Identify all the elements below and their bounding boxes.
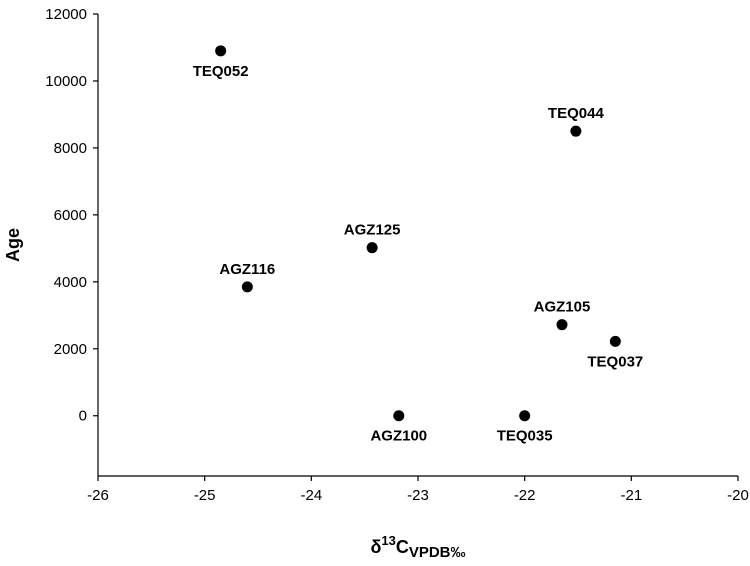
y-tick-label: 4000 [54,274,87,291]
data-point [519,410,531,422]
y-ticks: 0 2000 4000 6000 8000 10000 12000 [45,6,98,425]
data-point-label: AGZ100 [370,428,427,445]
x-tick-label: -25 [194,487,216,504]
data-point-label: TEQ044 [548,105,605,122]
x-axis-title-sup: 13 [381,533,395,548]
x-axis-title-prefix: δ [370,537,381,557]
data-point [570,125,582,137]
data-point-label: TEQ035 [497,428,553,445]
x-tick-label: -21 [620,487,642,504]
data-point [366,242,378,254]
x-ticks: -26 -25 -24 -23 -22 -21 -20 [87,476,749,504]
data-point [556,319,568,331]
data-point [609,335,621,347]
data-point-label: AGZ125 [344,222,401,239]
x-axis-title: δ13CVPDB‰ [370,533,465,561]
x-tick-label: -24 [300,487,322,504]
y-tick-label: 12000 [45,6,87,23]
x-axis-title-sub: VPDB‰ [409,544,466,561]
data-point [241,281,253,293]
y-tick-label: 8000 [54,140,87,157]
data-point [393,410,405,422]
x-tick-label: -20 [727,487,749,504]
x-axis-title-main: C [396,537,409,557]
y-tick-label: 10000 [45,73,87,90]
data-point-label: TEQ037 [587,353,643,370]
x-tick-label: -22 [514,487,536,504]
data-point-label: AGZ116 [219,261,275,278]
data-points: TEQ052 TEQ044 AGZ125 AGZ116 AGZ105 TEQ037 AGZ1… [193,45,643,445]
x-tick-label: -23 [407,487,429,504]
data-point-label: AGZ105 [534,299,591,316]
y-tick-label: 2000 [54,341,87,358]
y-axis-title: Age [3,228,23,262]
axes [97,14,738,477]
x-tick-label: -26 [87,487,109,504]
data-point [215,45,227,57]
y-tick-label: 6000 [54,207,87,224]
data-point-label: TEQ052 [193,63,249,80]
y-tick-label: 0 [79,408,87,425]
